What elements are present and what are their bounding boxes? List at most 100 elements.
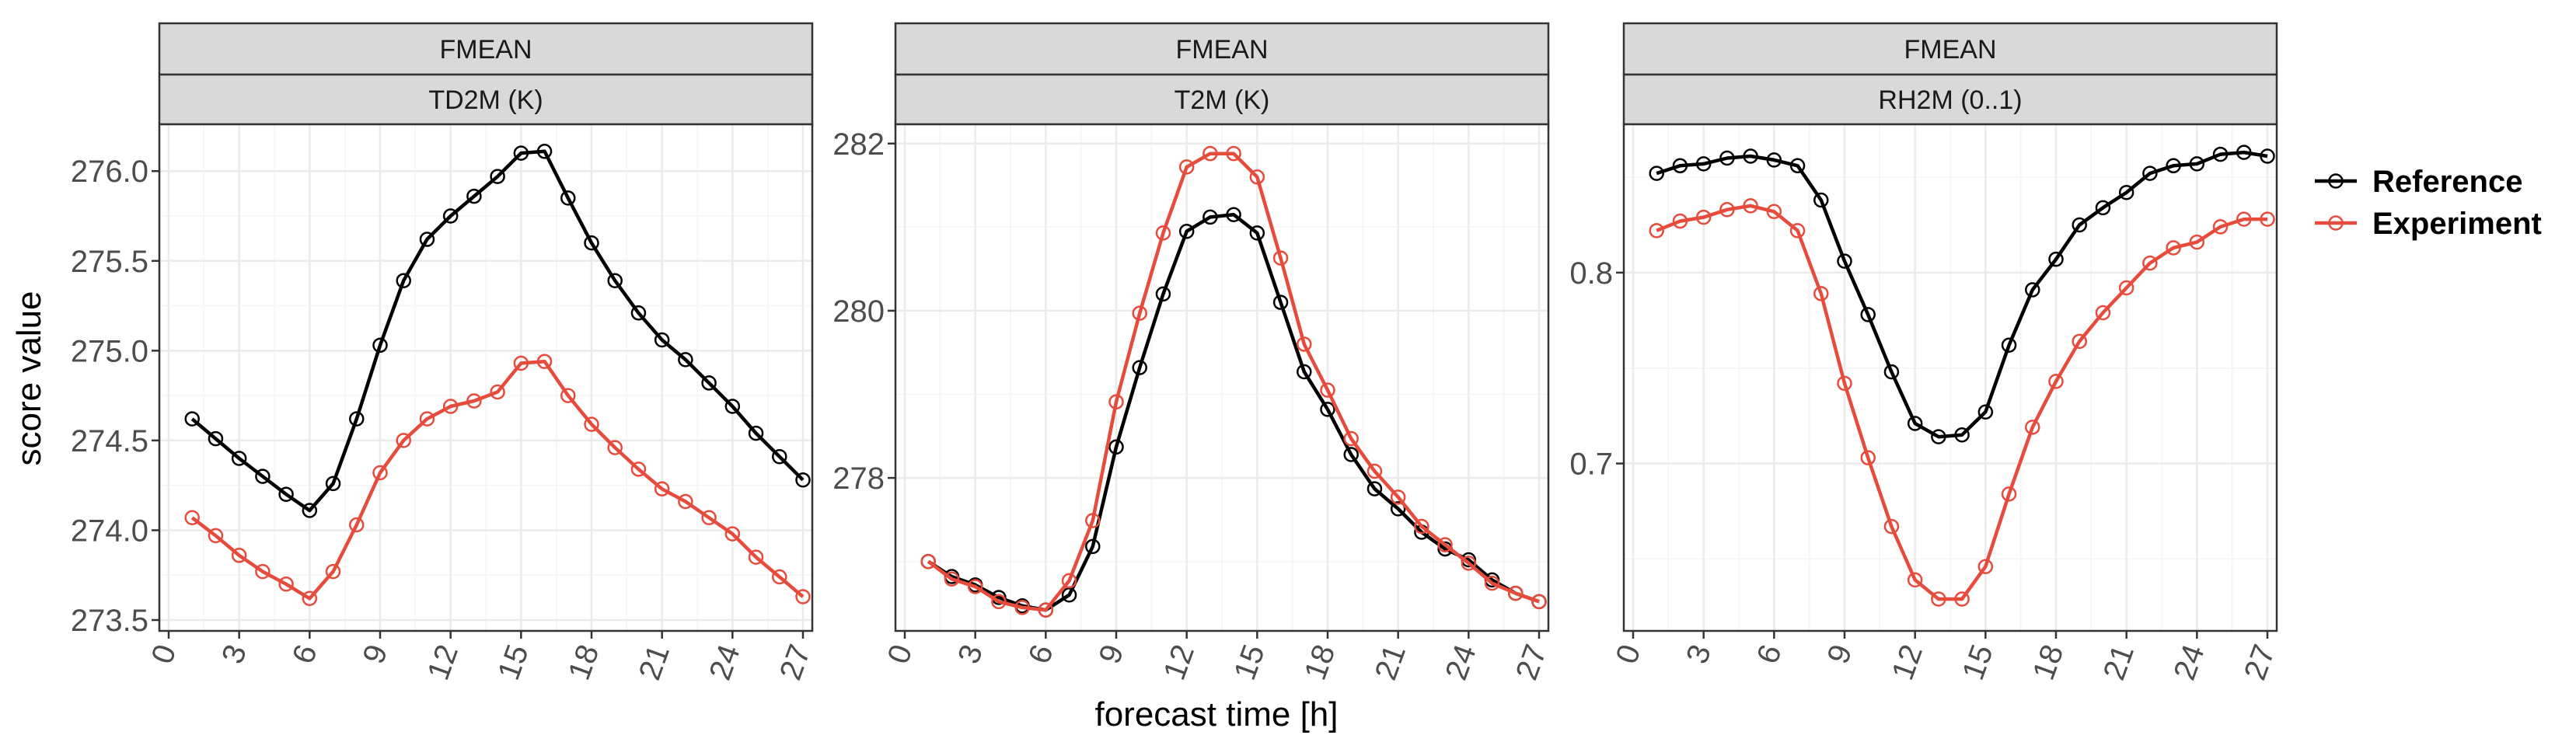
x-tick-label: 18 xyxy=(562,640,606,685)
data-point-reference xyxy=(2025,282,2040,298)
data-point-reference xyxy=(1390,501,1406,517)
data-point-reference xyxy=(1226,207,1241,222)
facet-strip-top xyxy=(158,22,814,76)
data-point-reference xyxy=(1085,538,1101,555)
x-tick-label: 21 xyxy=(1369,640,1413,685)
data-point-reference xyxy=(1931,429,1946,444)
data-point-reference xyxy=(1743,148,1758,164)
data-point-reference xyxy=(184,411,200,427)
data-point-experiment xyxy=(1484,575,1500,591)
x-tick-label: 27 xyxy=(773,640,818,685)
data-point-reference xyxy=(678,352,693,368)
data-point-reference xyxy=(1367,481,1383,496)
legend-key-marker xyxy=(2328,215,2344,231)
data-point-experiment xyxy=(184,510,200,526)
data-point-experiment xyxy=(372,465,388,481)
legend-item-experiment: Experiment xyxy=(2315,207,2542,241)
data-point-experiment xyxy=(231,548,247,563)
data-point-reference xyxy=(466,188,482,204)
y-tick-label: 280 xyxy=(832,294,885,329)
data-point-reference xyxy=(442,208,459,224)
x-tick-label: 6 xyxy=(1750,640,1789,668)
data-point-experiment xyxy=(1508,585,1524,601)
data-point-reference xyxy=(325,476,341,492)
data-point-reference xyxy=(748,425,764,441)
y-axis-title: score value xyxy=(10,291,48,465)
data-point-experiment xyxy=(255,563,271,580)
x-tick-label: 12 xyxy=(1886,640,1930,685)
data-point-experiment xyxy=(1743,198,1758,214)
data-point-experiment xyxy=(991,594,1007,610)
x-tick-label: 18 xyxy=(2026,640,2071,685)
data-point-reference xyxy=(419,232,435,247)
data-point-reference xyxy=(255,469,271,484)
data-point-experiment xyxy=(1132,305,1147,321)
facet-panel-2: FMEAN T2M (K) 0 3 6 9 12 15 18 21 24 27 278 280 282 xyxy=(832,22,1553,685)
x-tick-label: 12 xyxy=(1157,640,1202,685)
series-line-experiment xyxy=(190,359,805,601)
data-point-experiment xyxy=(1860,450,1876,465)
x-tick-label: 12 xyxy=(421,640,466,685)
data-point-reference xyxy=(1249,225,1265,241)
data-point-experiment xyxy=(2095,305,2111,321)
data-point-experiment xyxy=(1907,572,1923,588)
x-tick-label: 24 xyxy=(2167,640,2211,685)
data-point-reference xyxy=(724,399,741,414)
data-point-experiment xyxy=(1320,382,1335,398)
data-point-experiment xyxy=(772,569,787,585)
data-point-experiment xyxy=(1202,145,1218,162)
data-point-reference xyxy=(795,472,811,488)
x-tick-label: 3 xyxy=(1680,640,1718,668)
data-point-experiment xyxy=(1531,594,1547,610)
x-tick-label: 15 xyxy=(1227,640,1272,685)
x-tick-label: 24 xyxy=(1439,640,1483,685)
facet-strip-top xyxy=(1622,22,2278,76)
data-point-reference xyxy=(2166,158,2181,174)
data-point-reference xyxy=(1907,416,1923,431)
data-point-reference xyxy=(2189,156,2205,172)
data-point-reference xyxy=(2260,148,2275,164)
facet-strip-bottom xyxy=(1622,73,2278,126)
facet-strip-bottom-label: RH2M (0..1) xyxy=(1878,85,2022,115)
x-tick-label: 21 xyxy=(2097,640,2141,685)
data-point-experiment xyxy=(584,416,599,432)
data-point-experiment xyxy=(1695,209,1712,225)
x-tick-label: 9 xyxy=(357,640,395,668)
data-point-reference xyxy=(2001,337,2017,353)
y-tick-label: 278 xyxy=(832,462,885,496)
x-tick-label: 6 xyxy=(1022,640,1060,668)
data-point-experiment xyxy=(1672,213,1688,229)
data-point-reference xyxy=(1977,404,1994,420)
data-point-reference xyxy=(1789,158,1806,174)
data-point-experiment xyxy=(1837,375,1852,392)
data-point-experiment xyxy=(1226,145,1241,162)
data-point-experiment xyxy=(967,579,983,594)
data-point-experiment xyxy=(1461,556,1477,571)
y-tick-label: 0.7 xyxy=(1569,448,1613,482)
facet-strip-top-label: FMEAN xyxy=(1176,35,1269,64)
data-point-experiment xyxy=(1014,600,1030,615)
data-point-reference xyxy=(1860,307,1876,322)
facet-panel-3: FMEAN RH2M (0..1) 0 3 6 9 12 15 18 21 24 27 0.7 0.8 xyxy=(1569,22,2281,685)
data-point-reference xyxy=(1672,158,1688,174)
x-tick-label: 3 xyxy=(215,640,253,668)
data-point-experiment xyxy=(560,388,576,403)
data-point-experiment xyxy=(2001,486,2017,502)
data-point-experiment xyxy=(1108,394,1124,409)
data-point-experiment xyxy=(396,433,411,448)
data-point-experiment xyxy=(1178,159,1195,175)
facet-panel-1: FMEAN TD2M (K) 0 3 6 9 12 15 18 21 24 27 273.5 274.0 2… xyxy=(71,22,818,685)
data-point-experiment xyxy=(419,411,435,427)
panel-border xyxy=(1622,123,2278,632)
data-point-experiment xyxy=(2025,420,2040,435)
y-tick-label: 274.5 xyxy=(71,424,148,458)
x-tick-label: 18 xyxy=(1298,640,1342,685)
data-point-experiment xyxy=(1813,286,1829,301)
data-point-reference xyxy=(536,144,553,159)
data-point-reference xyxy=(1108,439,1124,455)
data-point-experiment xyxy=(944,571,960,587)
legend-label: Reference xyxy=(2372,165,2522,199)
data-point-experiment xyxy=(1719,202,1735,218)
data-point-experiment xyxy=(1297,336,1312,352)
data-point-reference xyxy=(654,332,670,348)
